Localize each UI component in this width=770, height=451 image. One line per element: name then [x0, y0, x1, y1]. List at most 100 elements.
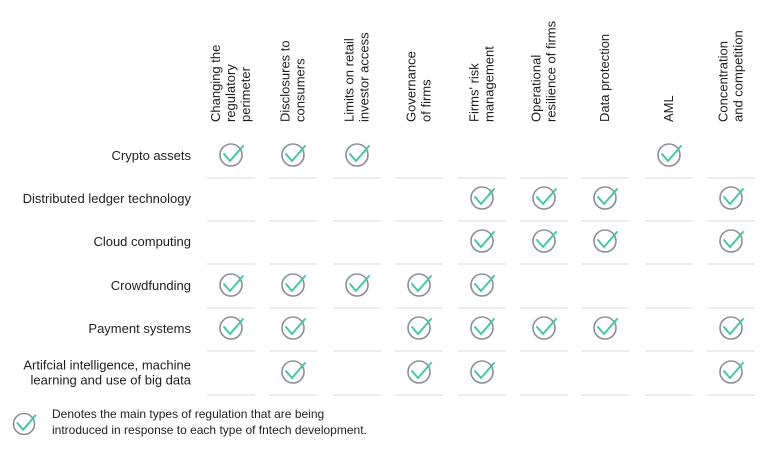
column-header-label: investor access — [357, 32, 372, 122]
check-mark — [281, 316, 306, 340]
check-circle — [657, 143, 681, 167]
check-mark — [470, 316, 495, 340]
checkmark-icon — [285, 275, 306, 292]
column-headers: Changing the regulatory perimeter Disclosur… — [208, 20, 746, 122]
column-header-label: perimeter — [238, 66, 253, 122]
check-circle — [281, 360, 305, 384]
column-header-label: regulatory — [223, 64, 238, 122]
check-mark — [593, 229, 618, 253]
check-mark — [719, 316, 744, 340]
check-circle — [345, 143, 369, 167]
checkmark-icon — [597, 318, 618, 335]
row-label: Cloud computing — [93, 234, 191, 249]
checkmark-icon — [16, 414, 37, 431]
column-header-label: resilience of firms — [544, 20, 559, 122]
check-mark — [470, 360, 495, 384]
checkmark-icon — [223, 318, 244, 335]
legend-text: introduced in response to each type of f… — [52, 423, 367, 437]
checkmark-icon — [723, 231, 744, 248]
checkmark-icon — [661, 145, 682, 162]
column-header-label: Governance — [404, 51, 419, 122]
column-header-label: of firms — [419, 79, 434, 122]
legend: Denotes the main types of regulation tha… — [12, 407, 367, 437]
check-circle — [470, 229, 494, 253]
row-label: Crypto assets — [112, 148, 192, 163]
check-mark — [281, 273, 306, 297]
check-circle — [719, 229, 743, 253]
check-mark — [345, 273, 370, 297]
check-circle — [719, 186, 743, 210]
column-header-label: Firms' risk — [467, 63, 482, 122]
check-circle — [281, 273, 305, 297]
legend-text: Denotes the main types of regulation tha… — [52, 407, 324, 421]
checkmark-icon — [223, 145, 244, 162]
column-header-label: and competition — [731, 30, 746, 122]
check-circle — [407, 273, 431, 297]
column-header-label: Operational — [529, 55, 544, 122]
check-mark — [219, 273, 244, 297]
check-mark — [719, 229, 744, 253]
check-circle — [532, 316, 556, 340]
column-header-label: Changing the — [208, 45, 223, 122]
checkmark-icon — [597, 188, 618, 205]
check-mark — [593, 316, 618, 340]
check-mark — [719, 186, 744, 210]
check-mark — [470, 186, 495, 210]
check-mark — [345, 143, 370, 167]
column-header-label: AML — [661, 95, 676, 122]
row-labels: Crypto assets Distributed ledger technolo… — [23, 148, 192, 388]
checkmark-icon — [474, 231, 495, 248]
checkmark-icon — [723, 362, 744, 379]
row-label: learning and use of big data — [31, 373, 192, 388]
check-mark — [719, 360, 744, 384]
row-label: Payment systems — [88, 321, 191, 336]
check-circle — [345, 273, 369, 297]
checkmark-icon — [723, 188, 744, 205]
checkmark-icon — [474, 318, 495, 335]
checkmark-icon — [411, 362, 432, 379]
check-circle — [281, 316, 305, 340]
check-mark — [593, 186, 618, 210]
row-label: Distributed ledger technology — [23, 191, 192, 206]
check-circle — [532, 186, 556, 210]
check-mark — [219, 143, 244, 167]
check-mark — [532, 186, 557, 210]
check-circle — [12, 412, 36, 436]
column-header-label: Data protection — [597, 34, 612, 122]
checkmark-icon — [723, 318, 744, 335]
check-mark — [281, 360, 306, 384]
check-circle — [470, 186, 494, 210]
checkmark-icon — [536, 231, 557, 248]
check-mark — [407, 273, 432, 297]
check-circle — [407, 360, 431, 384]
column-header-label: consumers — [293, 58, 308, 122]
checkmark-icon — [285, 145, 306, 162]
checkmark-icon — [349, 145, 370, 162]
checkmark-icon — [411, 275, 432, 292]
column-header-label: management — [482, 46, 497, 122]
check-mark — [470, 273, 495, 297]
legend-check-icon — [12, 412, 37, 436]
check-circle — [593, 316, 617, 340]
column-header-label: Concentration — [716, 41, 731, 122]
check-circle — [719, 360, 743, 384]
check-mark — [657, 143, 682, 167]
check-circle — [593, 186, 617, 210]
check-circle — [219, 143, 243, 167]
check-circle — [719, 316, 743, 340]
check-mark — [470, 229, 495, 253]
check-circle — [219, 273, 243, 297]
check-marks — [219, 143, 744, 384]
checkmark-icon — [536, 318, 557, 335]
checkmark-icon — [285, 318, 306, 335]
row-dividers — [207, 177, 755, 396]
check-circle — [407, 316, 431, 340]
check-circle — [470, 273, 494, 297]
checkmark-icon — [285, 362, 306, 379]
checkmark-icon — [536, 188, 557, 205]
check-circle — [532, 229, 556, 253]
check-circle — [470, 316, 494, 340]
row-label: Artifcial intelligence, machine — [23, 358, 191, 373]
checkmark-icon — [474, 275, 495, 292]
